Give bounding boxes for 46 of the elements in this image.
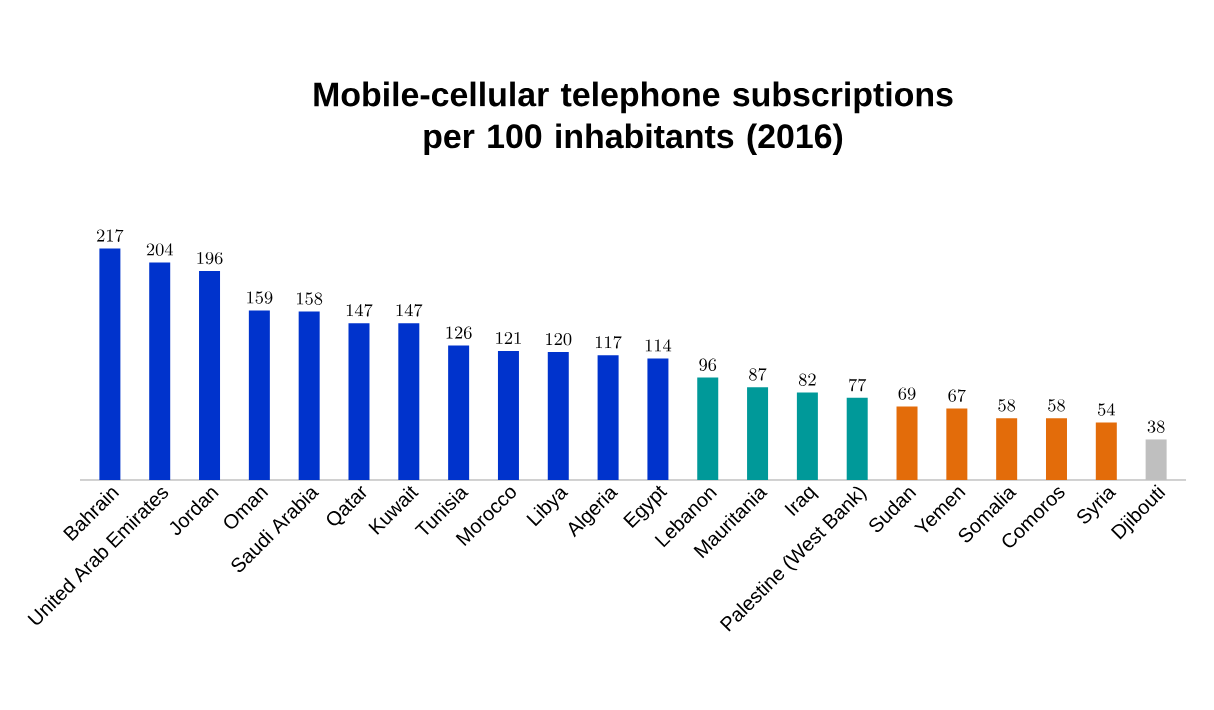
bar <box>996 418 1018 480</box>
data-label: 126 <box>446 326 472 339</box>
bar <box>1145 439 1167 480</box>
data-label: 82 <box>798 373 816 386</box>
data-label: 120 <box>546 333 572 346</box>
bar <box>946 408 968 480</box>
data-label: 77 <box>849 378 867 392</box>
data-label: 158 <box>297 292 323 305</box>
bar <box>1045 418 1067 480</box>
x-tick-label: Iraq <box>784 486 820 517</box>
data-label: 204 <box>146 243 173 256</box>
data-label: 114 <box>645 339 672 352</box>
data-label: 217 <box>96 229 124 242</box>
bar <box>697 377 719 480</box>
data-label: 159 <box>247 291 273 304</box>
bar <box>896 406 918 480</box>
bar <box>298 311 320 480</box>
bar <box>99 248 121 480</box>
bar <box>846 397 868 480</box>
data-label: 121 <box>496 331 521 344</box>
data-label: 38 <box>1147 420 1165 433</box>
data-label: 147 <box>346 303 373 317</box>
bar <box>199 270 221 480</box>
data-label: 54 <box>1097 403 1115 416</box>
data-label: 67 <box>948 389 966 402</box>
bar <box>1095 422 1117 480</box>
data-label: 69 <box>898 387 916 400</box>
bar <box>647 358 669 480</box>
bar <box>497 350 519 480</box>
bar <box>547 351 569 480</box>
data-label: 58 <box>998 399 1016 412</box>
bar <box>597 355 619 480</box>
data-label: 117 <box>595 336 622 349</box>
bar <box>149 262 171 480</box>
bar <box>448 345 470 480</box>
bar <box>398 323 420 480</box>
chart-title: Mobile-cellular telephone subscriptions per 100 inhabitants (2016) <box>314 81 953 155</box>
data-label: 147 <box>396 303 423 317</box>
data-label: 196 <box>197 251 223 265</box>
data-label: 87 <box>749 368 767 381</box>
bar <box>248 310 270 480</box>
bar <box>348 323 370 480</box>
data-label: 58 <box>1048 399 1065 412</box>
bar <box>796 392 818 480</box>
bar <box>747 387 769 480</box>
data-label: 96 <box>699 358 717 371</box>
